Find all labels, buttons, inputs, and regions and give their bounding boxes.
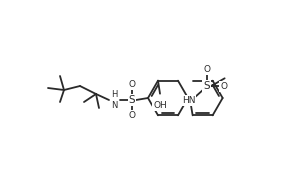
Text: S: S: [129, 95, 135, 105]
Text: O: O: [203, 65, 210, 74]
Text: O: O: [128, 111, 136, 121]
Text: O: O: [220, 82, 227, 91]
Text: H
N: H N: [111, 90, 117, 110]
Text: OH: OH: [153, 101, 167, 110]
Text: S: S: [203, 81, 210, 91]
Text: HN: HN: [182, 96, 195, 105]
Text: O: O: [128, 79, 136, 89]
